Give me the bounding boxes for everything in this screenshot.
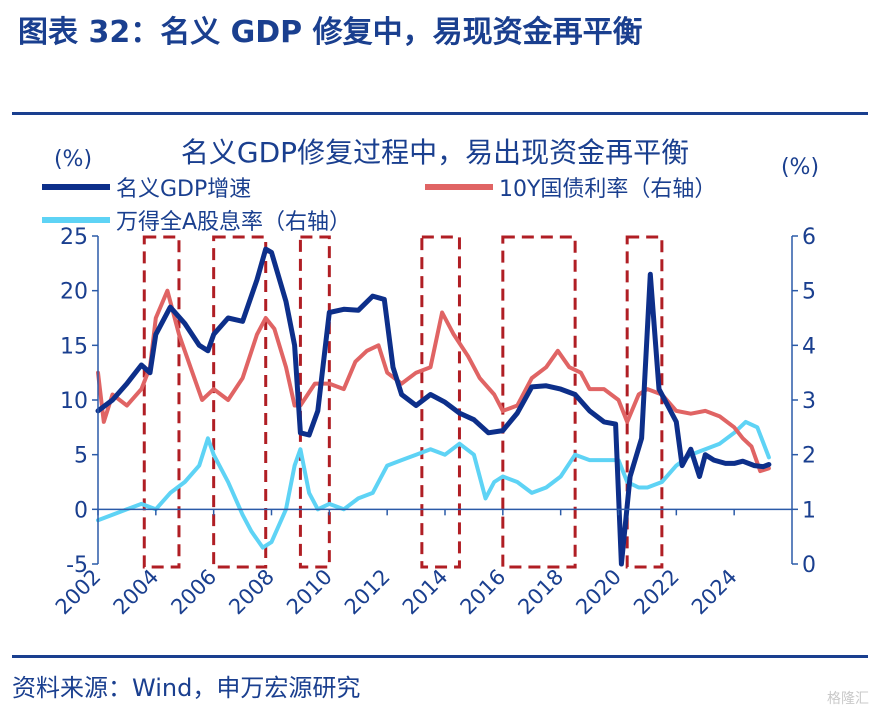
title-rule [12,112,868,115]
left-axis-unit: (%) [54,147,92,172]
series-line-bond [96,288,771,474]
y-right-tick-label: 4 [802,334,816,359]
legend-label-bond: 10Y国债利率（右轴） [499,177,716,202]
figure-title: 图表 32：名义 GDP 修复中，易现资金再平衡 [18,15,643,50]
y-right-tick-label: 5 [802,280,816,305]
x-tick-label: 2022 [629,565,684,620]
x-tick-label: 2020 [571,565,626,620]
legend-label-gdp: 名义GDP增速 [116,177,251,202]
highlight-box [501,235,577,569]
watermark: 格隆汇 [827,691,869,707]
y-left-tick-label: 10 [60,389,88,414]
legend: 名义GDP增速 10Y国债利率（右轴） 万得全A股息率（右轴） [42,177,716,235]
y-left-tick-label: 25 [60,225,88,250]
source-rule [12,655,868,658]
highlight-box [625,235,664,569]
y-right-tick-label: 2 [802,444,816,469]
y-right-tick-label: 3 [802,389,816,414]
highlight-box [142,235,181,569]
x-tick-label: 2012 [340,565,395,620]
series-line-gdp [95,246,772,567]
x-tick-label: 2006 [166,565,221,620]
y-left-tick-label: 5 [74,444,88,469]
legend-label-dividend: 万得全A股息率（右轴） [116,210,351,235]
line-chart: 名义GDP修复过程中，易出现资金再平衡 (%) (%) 名义GDP增速 10Y国… [42,136,819,619]
y-left-tick-label: 15 [60,334,88,359]
y-right-tick-label: 1 [802,498,816,523]
series-line-dividend [96,419,771,550]
x-tick-label: 2004 [109,565,164,620]
chart-title: 名义GDP修复过程中，易出现资金再平衡 [181,136,689,169]
series-lines [95,246,772,567]
x-tick-label: 2010 [282,565,337,620]
right-axis-unit: (%) [781,155,819,180]
source-note: 资料来源：Wind，申万宏源研究 [12,674,361,702]
y-right-tick-label: 0 [802,553,816,578]
x-tick-label: 2024 [687,565,742,620]
x-tick-label: 2014 [398,565,453,620]
highlight-box [212,235,268,569]
y-left-tick-label: 20 [60,280,88,305]
x-tick-label: 2016 [456,565,511,620]
y-right-tick-label: 6 [802,225,816,250]
x-tick-label: 2008 [224,565,279,620]
x-tick-label: 2018 [513,565,568,620]
y-left-tick-label: -5 [66,553,88,578]
y-left-tick-label: 0 [74,498,88,523]
